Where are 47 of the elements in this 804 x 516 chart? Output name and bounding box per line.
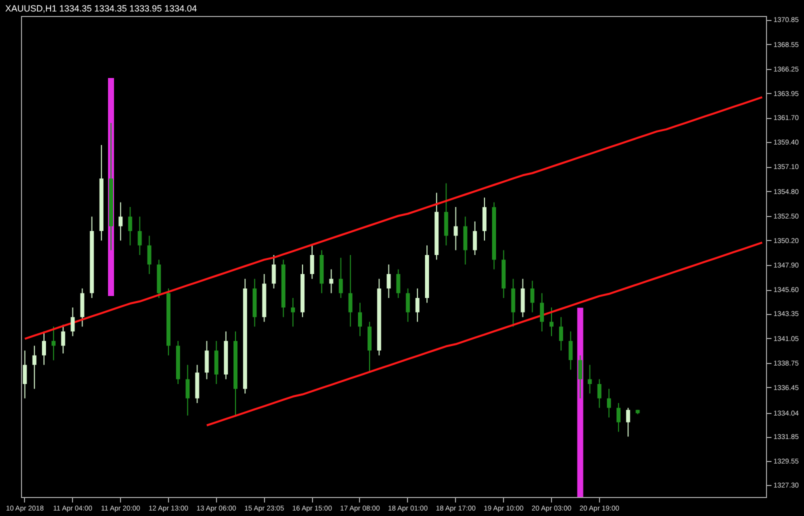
candlestick	[444, 182, 448, 246]
candlestick	[530, 280, 534, 313]
candlestick	[290, 297, 295, 328]
candlestick	[70, 306, 75, 337]
candlestick	[32, 345, 36, 390]
candlestick	[520, 278, 525, 318]
candlestick	[454, 206, 458, 251]
candlestick	[482, 197, 486, 242]
candlestick	[597, 378, 602, 408]
candlestick	[42, 330, 46, 366]
candlestick	[568, 330, 573, 370]
candlestick	[272, 254, 276, 289]
candlestick	[22, 350, 27, 399]
chart-title: XAUUSD,H1 1334.35 1334.35 1333.95 1334.04	[5, 4, 197, 14]
candlestick	[338, 257, 343, 298]
candlestick	[368, 321, 372, 374]
candlestick	[348, 254, 352, 328]
candlestick	[463, 216, 468, 266]
candlestick	[358, 302, 362, 337]
candlestick	[559, 316, 564, 352]
candlestick	[147, 235, 152, 275]
candlestick	[472, 220, 477, 256]
candlestick	[138, 216, 142, 256]
candlestick	[406, 288, 410, 322]
candlestick	[386, 264, 391, 298]
candlestick	[578, 354, 582, 399]
candlestick	[616, 402, 621, 432]
candlestick	[626, 407, 630, 438]
candlestick	[329, 268, 334, 294]
candlestick	[214, 340, 218, 385]
line-series	[206, 242, 764, 426]
candlestick	[310, 244, 314, 280]
candlestick	[80, 288, 84, 328]
candlestick	[186, 364, 190, 416]
candlestick	[511, 278, 516, 328]
candlestick	[588, 364, 592, 394]
candlestick	[396, 268, 400, 298]
candlestick	[128, 206, 132, 246]
line-series	[24, 96, 764, 340]
candlestick	[52, 326, 56, 361]
candlestick	[61, 324, 66, 354]
candlestick	[415, 288, 420, 322]
candlestick	[540, 292, 544, 332]
candlestick	[118, 202, 123, 242]
candlestick	[204, 340, 209, 380]
candlestick	[606, 388, 611, 418]
candlestick	[550, 306, 554, 337]
